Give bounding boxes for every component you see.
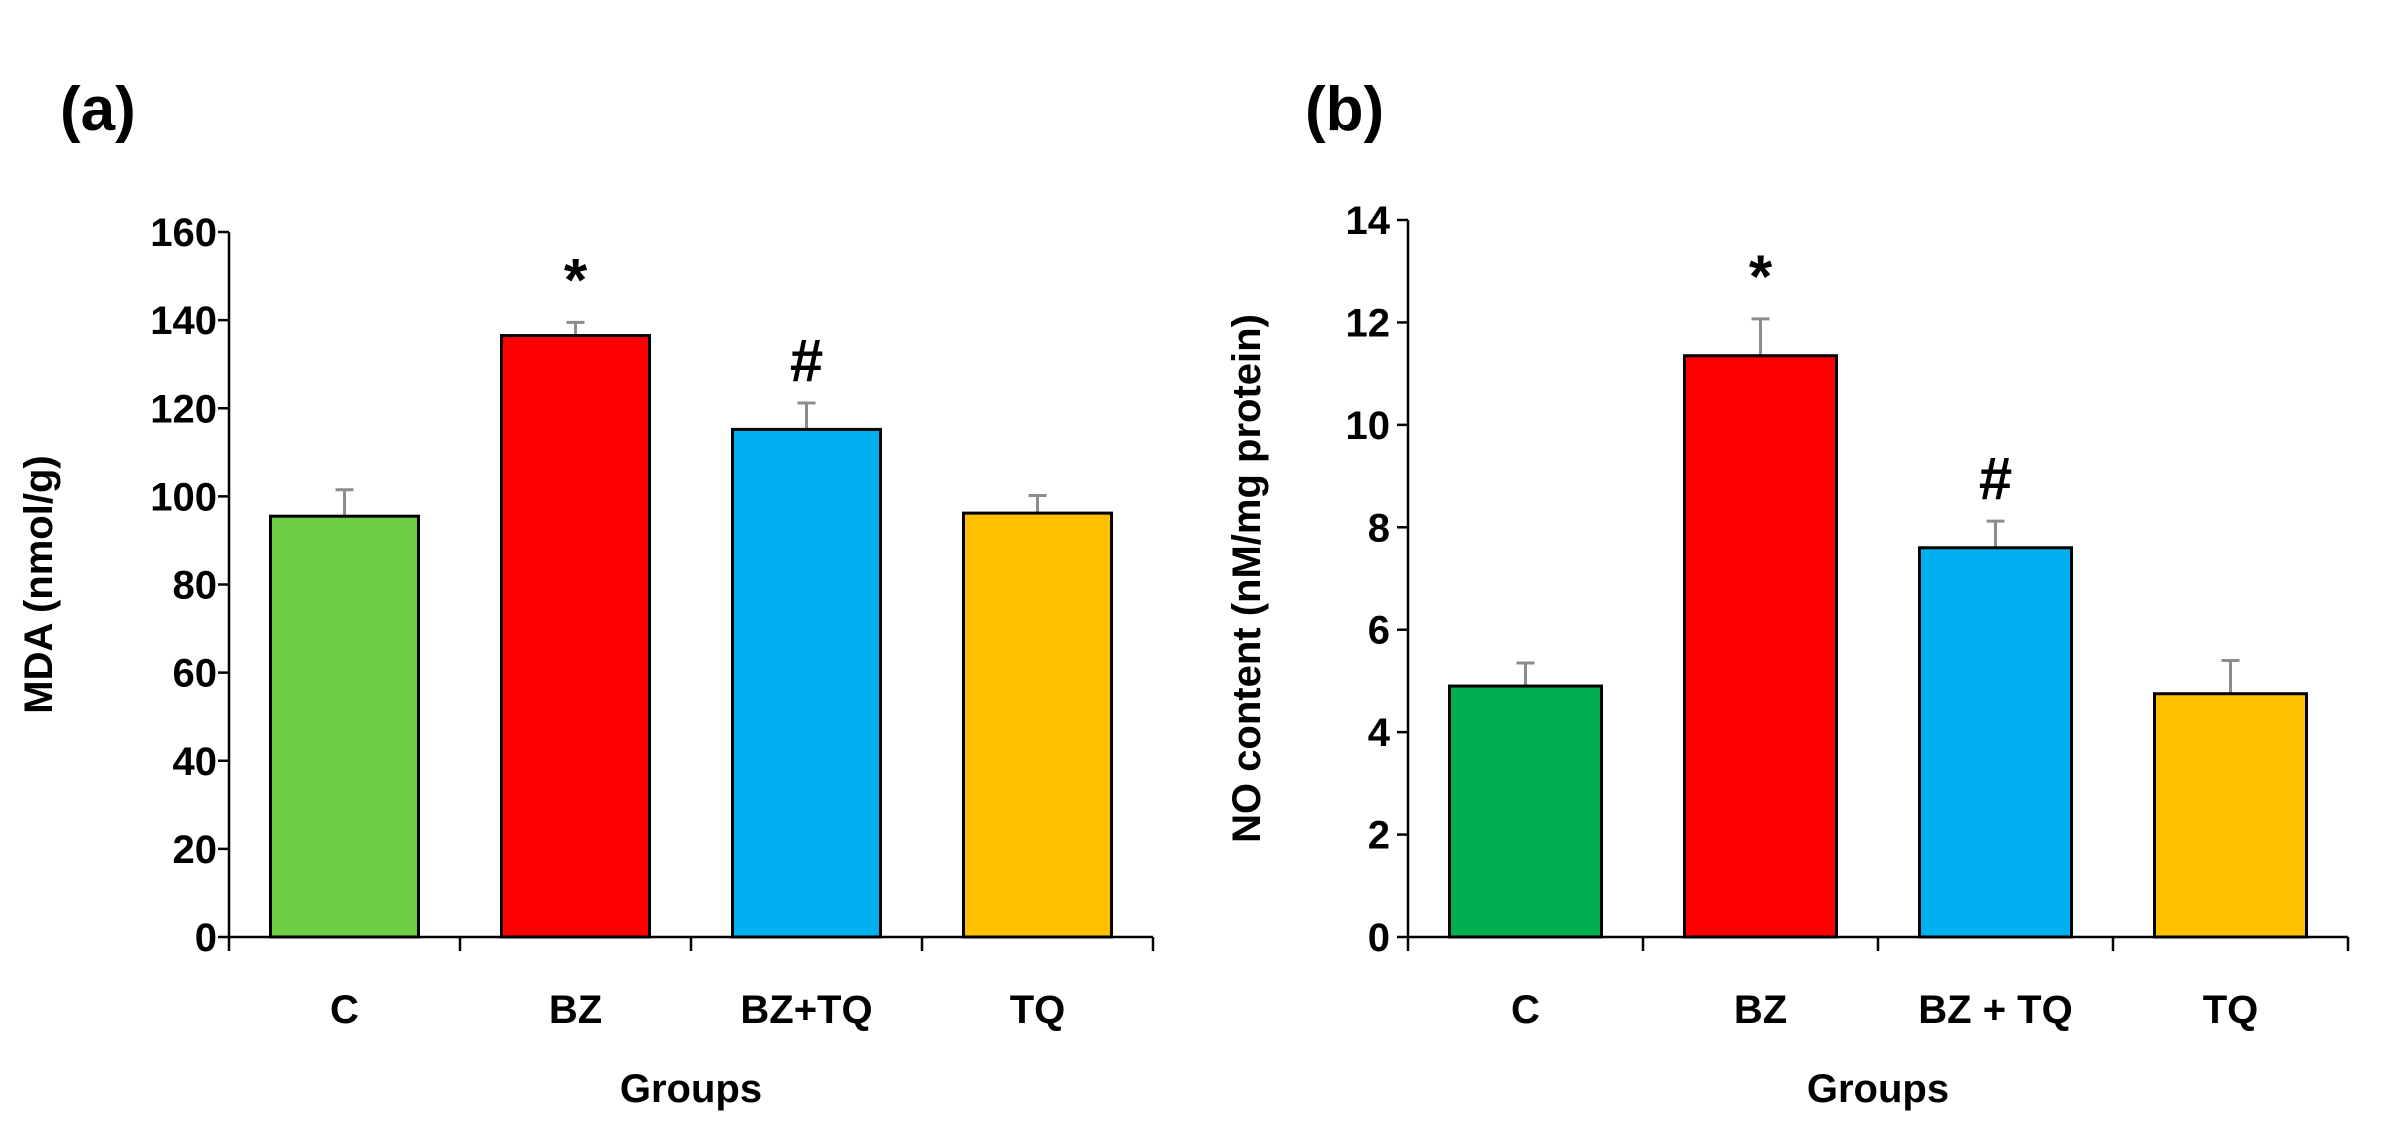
y-tick-label: 140 — [150, 299, 217, 343]
bar-0 — [269, 514, 420, 939]
bar-3 — [2153, 692, 2308, 939]
bar-3 — [962, 511, 1113, 939]
y-axis-title: MDA (nmol/g) — [17, 455, 61, 713]
x-tick-label: C — [1511, 988, 1540, 1032]
bar-1 — [500, 334, 651, 939]
x-tick-label: TQ — [1010, 988, 1066, 1032]
y-tick-label: 8 — [1368, 506, 1390, 550]
significance-mark: * — [564, 246, 588, 313]
y-tick-label: 60 — [173, 652, 218, 696]
y-tick-label: 160 — [150, 211, 217, 255]
y-tick-label: 10 — [1346, 404, 1391, 448]
y-tick-label: 120 — [150, 387, 217, 431]
x-axis-title: Groups — [620, 1067, 762, 1111]
significance-mark: * — [1749, 243, 1773, 310]
bar-2 — [1918, 546, 2073, 939]
y-tick-label: 2 — [1368, 814, 1390, 858]
y-tick-label: 100 — [150, 475, 217, 519]
y-tick-label: 20 — [173, 828, 218, 872]
significance-mark: # — [790, 327, 823, 394]
panel-label: (b) — [1305, 75, 1384, 144]
x-tick-label: BZ+TQ — [740, 988, 872, 1032]
y-tick-label: 6 — [1368, 609, 1390, 653]
x-tick-label: BZ — [549, 988, 602, 1032]
significance-mark: # — [1979, 445, 2012, 512]
x-tick-label: BZ — [1734, 988, 1787, 1032]
y-axis-title: NO content (nM/mg protein) — [1225, 314, 1269, 843]
bar-1 — [1683, 354, 1838, 939]
y-tick-label: 80 — [173, 564, 218, 608]
bar-2 — [731, 427, 882, 939]
y-tick-label: 0 — [1368, 916, 1390, 960]
x-tick-label: BZ + TQ — [1918, 988, 2072, 1032]
panel-label: (a) — [60, 75, 136, 144]
y-tick-label: 40 — [173, 740, 218, 784]
y-tick-label: 4 — [1368, 711, 1391, 755]
y-tick-label: 12 — [1346, 301, 1391, 345]
x-tick-label: C — [330, 988, 359, 1032]
x-axis-title: Groups — [1807, 1067, 1949, 1111]
bar-0 — [1448, 684, 1603, 939]
x-tick-label: TQ — [2203, 988, 2259, 1032]
y-tick-label: 14 — [1346, 199, 1391, 243]
y-tick-label: 0 — [195, 916, 217, 960]
